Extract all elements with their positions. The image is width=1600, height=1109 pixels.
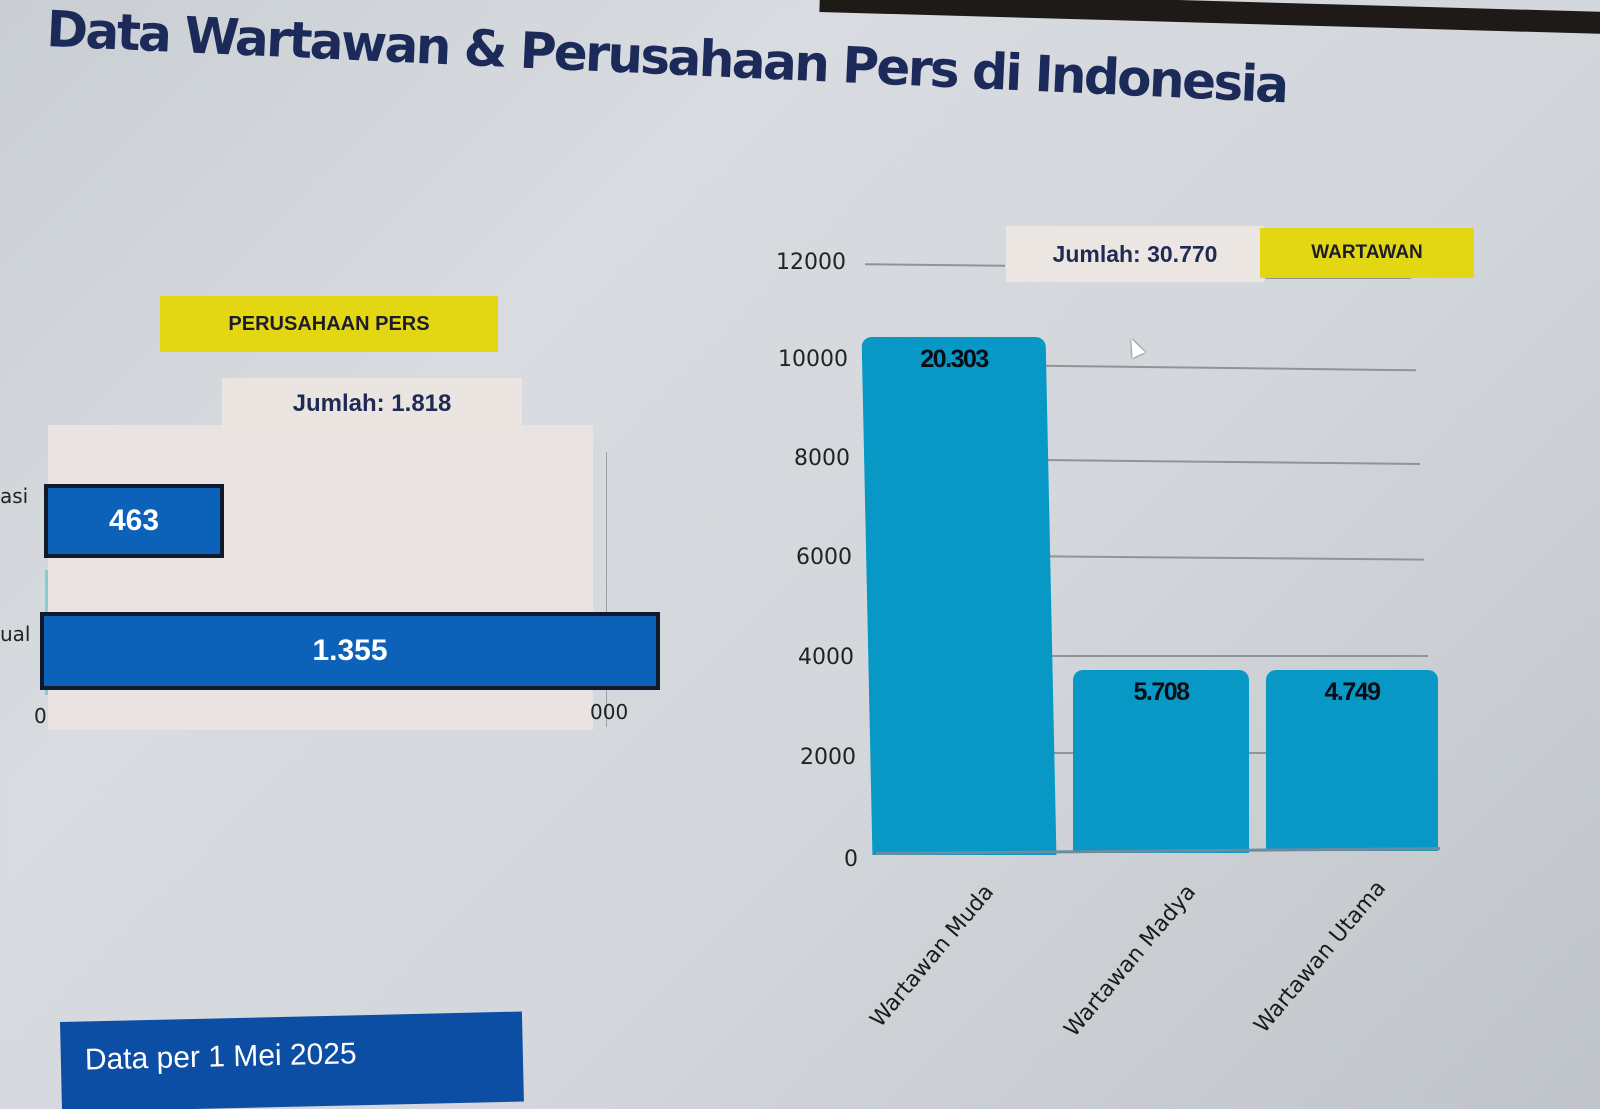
y-tick: 12000	[776, 250, 846, 275]
gridline	[1043, 459, 1421, 465]
total-background	[222, 378, 522, 438]
gridline	[606, 452, 607, 727]
x-category-label: Wartawan Muda	[865, 880, 1000, 1033]
category-label: ual	[0, 622, 31, 646]
x-category-label: Wartawan Madya	[1059, 880, 1202, 1042]
gridline	[1050, 655, 1428, 657]
bar-value: 463	[108, 504, 160, 537]
wartawan-total: Jumlah: 30.770	[1006, 226, 1264, 282]
category-label: asi	[0, 484, 29, 508]
y-tick: 2000	[800, 745, 856, 770]
bar-value: 5.708	[1133, 678, 1190, 706]
y-tick: 6000	[796, 545, 852, 570]
bar-value: 20.303	[920, 345, 989, 373]
perusahaan-pers-label: PERUSAHAAN PERS	[160, 296, 498, 352]
y-tick: 10000	[778, 347, 848, 372]
mouse-pointer-icon	[1124, 335, 1146, 359]
bar-value: 4.749	[1324, 678, 1381, 706]
bar-wartawan-muda: 20.303	[861, 337, 1057, 855]
date-note: Data per 1 Mei 2025	[84, 1037, 358, 1077]
bar-1355: 1.355	[40, 612, 660, 690]
bar-wartawan-utama: 4.749	[1266, 670, 1438, 851]
bar-value: 1.355	[312, 634, 388, 667]
bar-463: 463	[44, 484, 224, 558]
gridline	[1042, 364, 1416, 372]
x-tick: 000	[590, 700, 629, 724]
x-tick: 0	[34, 704, 47, 728]
y-tick: 0	[844, 847, 858, 872]
wartawan-label: WARTAWAN	[1260, 228, 1474, 278]
gridline	[864, 263, 1006, 267]
x-category-label: Wartawan Utama	[1249, 876, 1392, 1039]
date-banner: Data per 1 Mei 2025	[60, 1011, 524, 1109]
perusahaan-pers-total: Jumlah: 1.818	[292, 390, 452, 417]
bar-wartawan-madya: 5.708	[1073, 670, 1249, 853]
screen-bezel	[819, 0, 1600, 35]
y-tick: 8000	[794, 446, 850, 471]
y-tick: 4000	[798, 645, 854, 670]
gridline	[1047, 555, 1425, 561]
gridline	[1266, 277, 1411, 279]
